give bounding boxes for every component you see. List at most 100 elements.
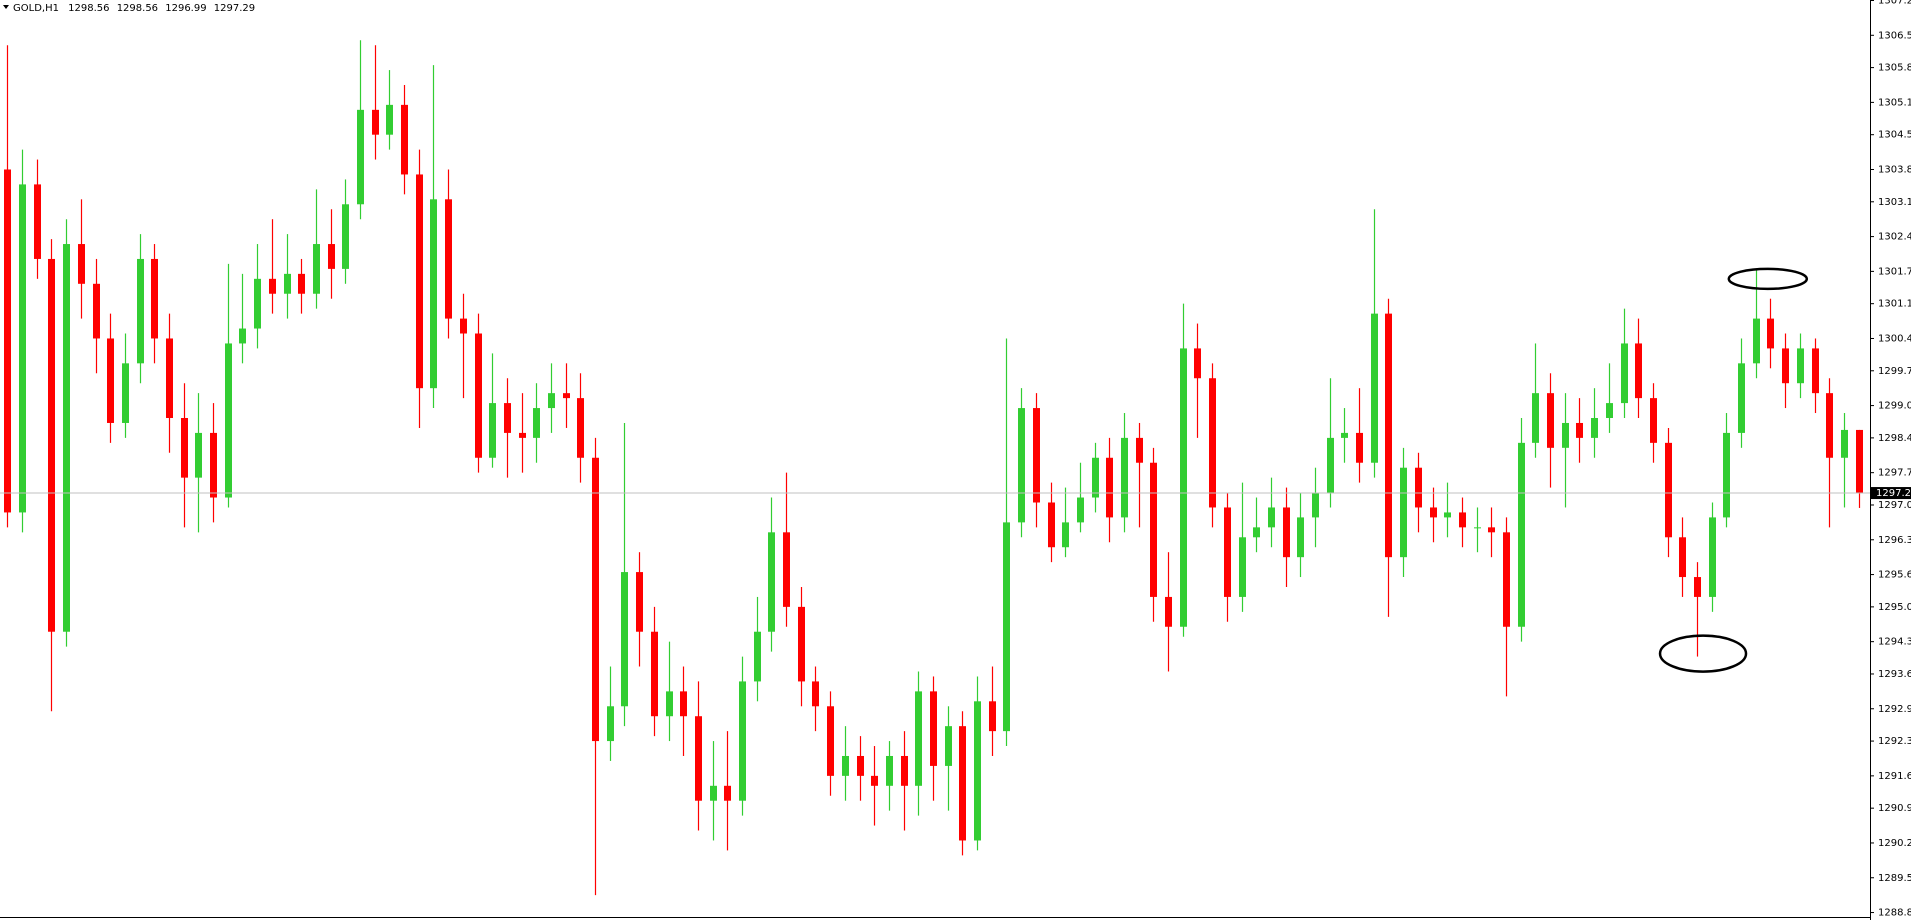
y-tick-label: 1301.75: [1878, 266, 1911, 277]
candle-body: [269, 278, 276, 294]
candle-body: [504, 403, 511, 433]
y-tick-label: 1297.05: [1878, 500, 1911, 511]
y-tick-label: 1299.75: [1878, 366, 1911, 377]
candle-body: [1430, 507, 1437, 518]
candle-body: [372, 109, 379, 135]
candle-body: [328, 244, 335, 269]
candle-body: [1709, 517, 1716, 597]
candle-body: [548, 393, 555, 409]
header-open: 1298.56: [68, 3, 109, 14]
candle-body: [1356, 432, 1363, 463]
candle-body: [1621, 343, 1628, 404]
candle-body: [1753, 318, 1760, 364]
y-tick-label: 1291.60: [1878, 771, 1911, 782]
candle-body: [1767, 318, 1774, 349]
y-tick-label: 1295.00: [1878, 602, 1911, 613]
candle-body: [680, 691, 687, 717]
candle-body: [959, 726, 966, 841]
candle-body: [210, 432, 217, 498]
candle-body: [1474, 527, 1481, 529]
y-tick-label: 1294.30: [1878, 637, 1911, 648]
candle-body: [1297, 517, 1304, 558]
candle-body: [1327, 437, 1334, 493]
candle-body: [695, 716, 702, 801]
candle-body: [1694, 577, 1701, 597]
y-tick-label: 1303.80: [1878, 164, 1911, 175]
candle-body: [857, 755, 864, 776]
y-tick-label: 1304.50: [1878, 130, 1911, 141]
candle-body: [239, 328, 246, 344]
candle-body: [1400, 467, 1407, 558]
candle-body: [475, 333, 482, 458]
candle-body: [1033, 408, 1040, 503]
candle-body: [195, 432, 202, 478]
candle-body: [93, 283, 100, 339]
candle-body: [827, 706, 834, 776]
candle-body: [1635, 343, 1642, 399]
candle-body: [519, 432, 526, 438]
candle-body: [225, 343, 232, 498]
candle-body: [357, 109, 364, 205]
candle-body: [1003, 522, 1010, 732]
candle-body: [1547, 393, 1554, 448]
candle-body: [1268, 507, 1275, 528]
candle-body: [1723, 432, 1730, 518]
y-tick-label: 1288.85: [1878, 908, 1911, 919]
candle-body: [798, 606, 805, 682]
candle-body: [1209, 378, 1216, 508]
candle-body: [974, 701, 981, 841]
candle-body: [1312, 492, 1319, 518]
candle-body: [754, 631, 761, 682]
candle-body: [1782, 348, 1789, 384]
candle-body: [166, 338, 173, 419]
y-tick-label: 1307.20: [1878, 0, 1911, 6]
candle-body: [1503, 532, 1510, 627]
y-tick-label: 1296.35: [1878, 535, 1911, 546]
candle-body: [284, 273, 291, 294]
candle-body: [19, 184, 26, 513]
candle-body: [386, 104, 393, 135]
candle-body: [1371, 313, 1378, 463]
y-tick-label: 1290.25: [1878, 838, 1911, 849]
candle-body: [1121, 437, 1128, 518]
header-arrow: [3, 5, 9, 9]
candle-body: [1826, 393, 1833, 458]
y-tick-label: 1297.70: [1878, 468, 1911, 479]
candle-body: [651, 631, 658, 717]
candle-body: [1812, 348, 1819, 394]
y-tick-label: 1306.50: [1878, 30, 1911, 41]
y-tick-label: 1293.65: [1878, 669, 1911, 680]
candle-body: [563, 393, 570, 399]
candle-body: [430, 199, 437, 389]
y-tick-label: 1305.85: [1878, 63, 1911, 74]
candle-body: [1562, 422, 1569, 448]
candle-body: [886, 755, 893, 786]
candle-body: [1253, 527, 1260, 538]
candle-body: [1136, 437, 1143, 463]
candle-body: [1841, 429, 1848, 458]
candle-body: [1224, 507, 1231, 597]
candle-body: [1077, 497, 1084, 523]
y-tick-label: 1295.65: [1878, 570, 1911, 581]
symbol: GOLD,H1: [13, 3, 59, 14]
chart-header: GOLD,H1 1298.56 1298.56 1296.99 1297.29: [13, 3, 255, 14]
candle-body: [915, 691, 922, 786]
candle-body: [151, 258, 158, 339]
candle-body: [34, 184, 41, 259]
candle-body: [842, 755, 849, 776]
candle-body: [989, 701, 996, 732]
candle-body: [137, 258, 144, 364]
candle-body: [1856, 429, 1863, 494]
candle-body: [1665, 442, 1672, 538]
candle-body: [1797, 348, 1804, 384]
candle-body: [783, 532, 790, 607]
candle-body: [1239, 537, 1246, 597]
y-tick-label: 1299.05: [1878, 401, 1911, 412]
candle-body: [445, 199, 452, 319]
candle-body: [1341, 432, 1348, 438]
candle-body: [621, 572, 628, 707]
candle-body: [4, 169, 11, 513]
candle-body: [724, 785, 731, 801]
y-tick-label: 1290.95: [1878, 803, 1911, 814]
